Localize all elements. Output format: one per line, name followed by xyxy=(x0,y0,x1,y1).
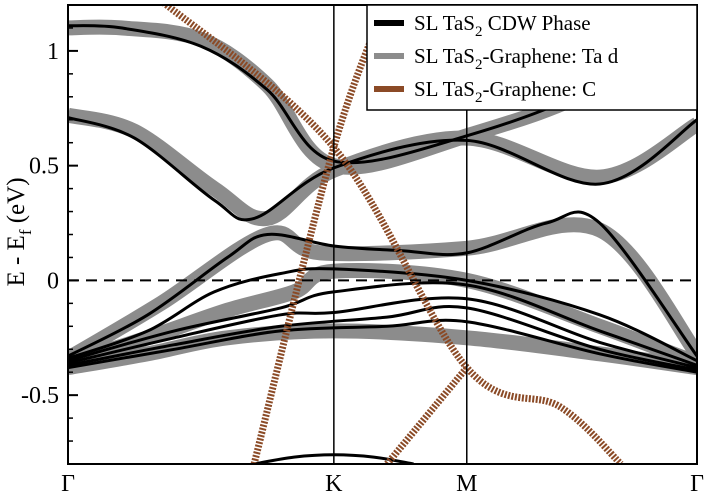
legend-label-2: SL TaS2-Graphene: C xyxy=(414,77,596,106)
bands-layer xyxy=(68,5,697,464)
band-1-2 xyxy=(68,210,697,358)
y-axis-ticks: 1 0.5 0 -0.5 xyxy=(21,4,78,465)
y-tick-label-1: 0.5 xyxy=(29,154,59,180)
x-tick-label-0: Γ xyxy=(61,471,75,495)
x-tick-label-2: M xyxy=(456,471,477,495)
y-tick-label-3: -0.5 xyxy=(21,383,59,409)
y-tick-label-2: 0 xyxy=(47,268,59,294)
legend-label-0: SL TaS2 CDW Phase xyxy=(414,11,591,40)
band-1-7 xyxy=(68,318,697,374)
band-1-4 xyxy=(68,281,697,367)
band-0-1 xyxy=(68,107,697,227)
band-2-0 xyxy=(161,5,624,464)
y-axis-title: E - Ef (eV) xyxy=(3,177,35,286)
band-1-6 xyxy=(68,305,697,372)
y-axis-title-base: E - E xyxy=(3,235,30,286)
legend-label-1: SL TaS2-Graphene: Ta d xyxy=(414,44,619,73)
band-0-2 xyxy=(68,217,697,365)
y-tick-label-0: 1 xyxy=(47,39,59,65)
x-tick-label-3: Γ xyxy=(690,471,704,495)
x-tick-label-1: K xyxy=(325,471,343,495)
legend-box xyxy=(366,4,698,111)
band-2-2 xyxy=(384,365,470,464)
y-axis-title-sub: f xyxy=(16,229,35,235)
y-axis-title-unit: (eV) xyxy=(3,177,30,229)
band-1-3 xyxy=(68,267,697,363)
band-1-5 xyxy=(68,296,697,370)
legend: SL TaS2 CDW Phase SL TaS2-Graphene: Ta d S… xyxy=(366,4,698,111)
